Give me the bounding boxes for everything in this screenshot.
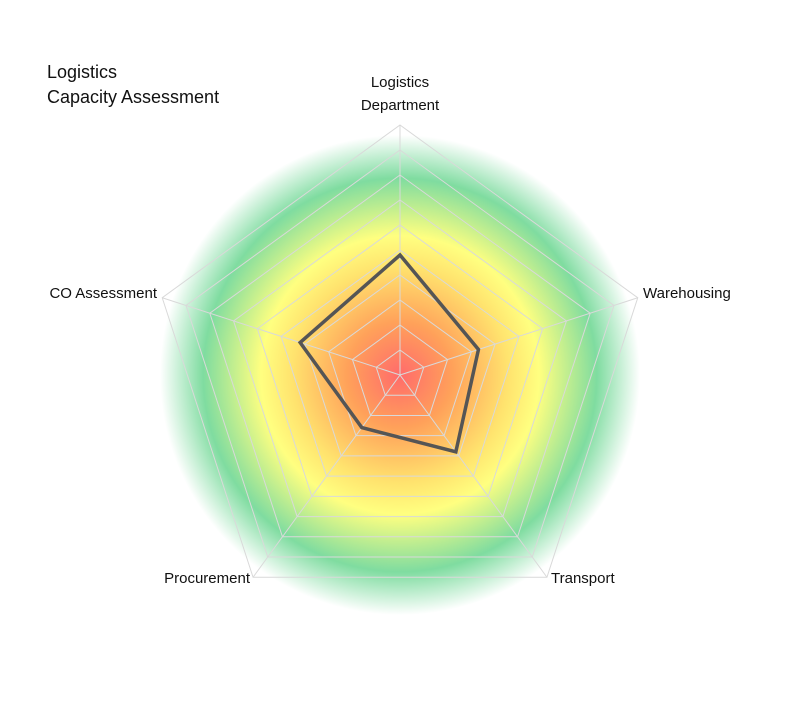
grid-ring: [185, 149, 615, 558]
grid-ring: [375, 349, 425, 396]
axis-label-3: Procurement: [164, 570, 251, 587]
grid-ring: [351, 324, 449, 416]
grid-spoke: [399, 297, 638, 376]
grid-ring: [256, 224, 544, 497]
grid-ring: [232, 199, 568, 518]
chart-title-line-1: Logistics: [47, 62, 118, 82]
axis-label-4: CO Assessment: [49, 285, 157, 302]
chart-title-line-2: Capacity Assessment: [47, 87, 220, 107]
grid-ring: [304, 274, 496, 457]
chart-title: Logistics Capacity Assessment: [47, 60, 219, 110]
grid-spoke: [252, 374, 401, 578]
grid-ring: [280, 249, 520, 477]
grid-ring: [161, 124, 639, 578]
grid-spoke: [162, 297, 401, 376]
grid-ring: [209, 174, 591, 538]
series-line: [297, 252, 481, 455]
axis-label-2: Transport: [551, 570, 615, 587]
axis-label-1: Warehousing: [643, 285, 731, 302]
grid-spoke: [399, 374, 548, 578]
axis-label-0: Logistics Department: [361, 74, 440, 114]
